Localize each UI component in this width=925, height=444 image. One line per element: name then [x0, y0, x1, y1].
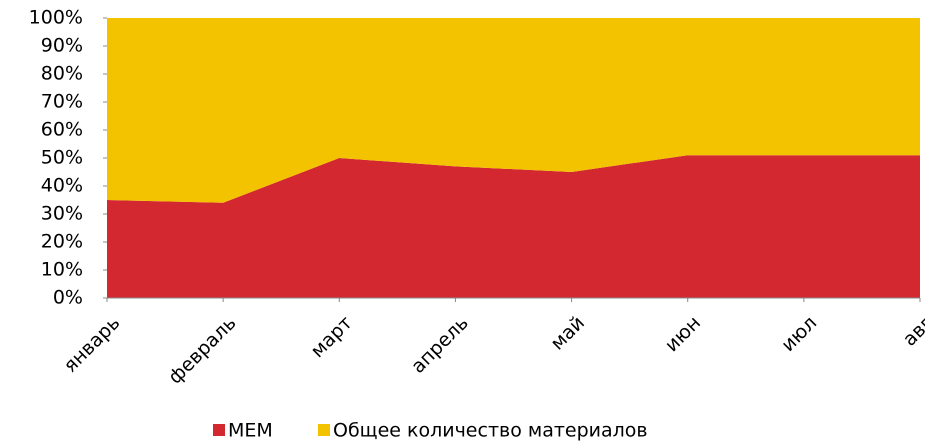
area — [107, 155, 920, 298]
legend-swatch — [213, 424, 225, 436]
y-tick-label: 50% — [41, 147, 83, 169]
y-tick-label: 70% — [41, 91, 83, 113]
area — [107, 18, 920, 203]
y-tick-label: 60% — [41, 119, 83, 141]
x-tick-label: июн — [661, 312, 705, 356]
y-tick-label: 0% — [53, 287, 83, 309]
y-tick-label: 90% — [41, 35, 83, 57]
y-tick-label: 100% — [29, 7, 83, 29]
y-tick-label: 10% — [41, 259, 83, 281]
y-tick-label: 40% — [41, 175, 83, 197]
x-tick-label: январь — [59, 312, 124, 377]
legend-label: Общее количество материалов — [333, 420, 648, 442]
legend-label: MEM — [228, 420, 273, 442]
x-tick-label: март — [306, 312, 356, 362]
x-tick-label: февраль — [164, 312, 241, 389]
y-tick-label: 30% — [41, 203, 83, 225]
y-tick-label: 20% — [41, 231, 83, 253]
x-tick-label: авг — [899, 312, 925, 351]
legend-swatch — [318, 424, 330, 436]
x-tick-label: май — [546, 312, 589, 355]
x-tick-label: июл — [777, 312, 821, 356]
y-tick-label: 80% — [41, 63, 83, 85]
x-tick-label: апрель — [407, 312, 473, 378]
